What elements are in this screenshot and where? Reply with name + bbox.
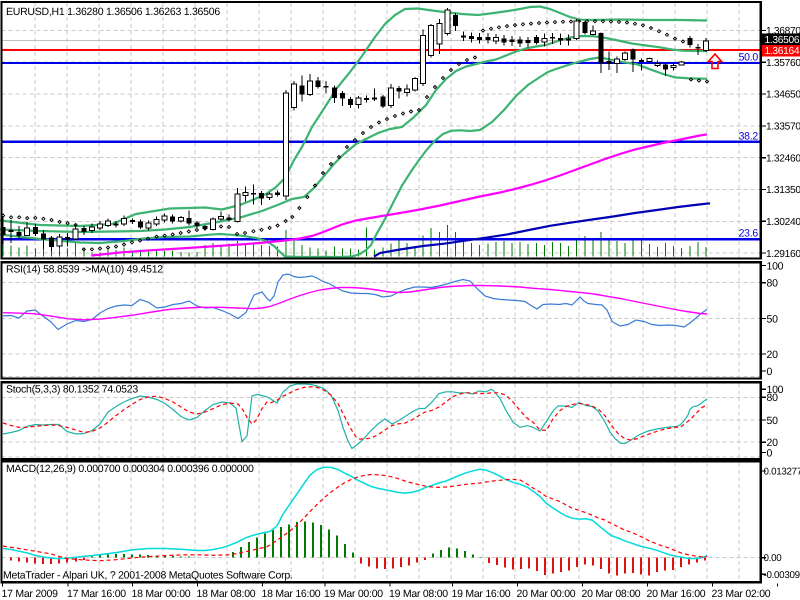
svg-text:0.00: 0.00	[764, 553, 783, 564]
svg-text:100: 100	[767, 260, 784, 272]
svg-text:18 Mar 08:00: 18 Mar 08:00	[197, 588, 256, 600]
svg-text:80: 80	[767, 278, 779, 290]
svg-text:-0.00309: -0.00309	[764, 570, 800, 581]
svg-text:23 Mar 02:00: 23 Mar 02:00	[712, 588, 771, 600]
svg-text:20 Mar 00:00: 20 Mar 00:00	[517, 588, 576, 600]
svg-text:1.32460: 1.32460	[766, 153, 800, 164]
svg-text:RSI(14) 58.8539 ->MA(10) 49.4: RSI(14) 58.8539 ->MA(10) 49.4512	[6, 264, 163, 276]
svg-text:38.2: 38.2	[739, 130, 759, 142]
svg-text:19 Mar 08:00: 19 Mar 08:00	[389, 588, 448, 600]
svg-text:1.34650: 1.34650	[766, 90, 800, 101]
svg-text:1.36164: 1.36164	[765, 46, 800, 57]
svg-text:1.31350: 1.31350	[766, 185, 800, 196]
svg-text:0: 0	[767, 447, 773, 459]
svg-text:1.33570: 1.33570	[766, 122, 800, 133]
svg-text:1.36870: 1.36870	[766, 26, 800, 37]
svg-text:0.013277: 0.013277	[764, 467, 800, 478]
svg-text:18 Mar 16:00: 18 Mar 16:00	[262, 588, 321, 600]
svg-text:MACD(12,26,9) 0.000700 0.00030: MACD(12,26,9) 0.000700 0.000304 0.000396…	[6, 463, 254, 475]
svg-text:50: 50	[767, 415, 779, 427]
svg-text:1.36506: 1.36506	[765, 35, 800, 46]
svg-text:20 Mar 16:00: 20 Mar 16:00	[647, 588, 706, 600]
svg-text:17 Mar 16:00: 17 Mar 16:00	[67, 588, 126, 600]
svg-text:MetaTrader - Alpari UK, ? 2001: MetaTrader - Alpari UK, ? 2001-2008 Meta…	[3, 570, 293, 582]
svg-text:EURUSD,H1 1.36280 1.36506 1.3: EURUSD,H1 1.36280 1.36506 1.36263 1.3650…	[6, 6, 220, 18]
svg-text:20: 20	[767, 437, 779, 449]
svg-text:20 Mar 08:00: 20 Mar 08:00	[582, 588, 641, 600]
svg-text:50: 50	[767, 313, 779, 325]
svg-text:19 Mar 00:00: 19 Mar 00:00	[324, 588, 383, 600]
svg-text:20: 20	[767, 349, 779, 361]
svg-text:1.30240: 1.30240	[766, 217, 800, 228]
svg-text:19 Mar 16:00: 19 Mar 16:00	[452, 588, 511, 600]
svg-text:1.35760: 1.35760	[766, 58, 800, 69]
svg-text:80: 80	[767, 392, 779, 404]
svg-text:17 Mar 2009: 17 Mar 2009	[2, 588, 59, 600]
svg-text:18 Mar 00:00: 18 Mar 00:00	[132, 588, 191, 600]
svg-text:0: 0	[767, 366, 773, 378]
svg-text:1.29160: 1.29160	[766, 249, 800, 260]
svg-text:Stoch(5,3,3) 80.1352 74.0523: Stoch(5,3,3) 80.1352 74.0523	[6, 384, 138, 396]
svg-text:50.0: 50.0	[739, 52, 759, 64]
svg-text:23.6: 23.6	[739, 228, 759, 240]
svg-text:100: 100	[767, 384, 784, 396]
